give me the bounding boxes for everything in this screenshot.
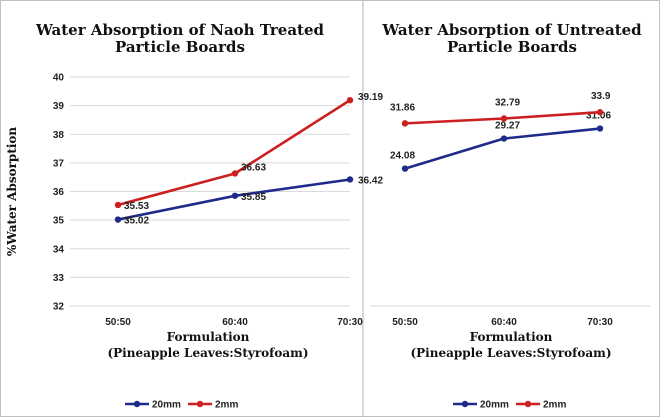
data-point-20mm — [401, 165, 409, 172]
x-axis-title: Formulation — [470, 330, 553, 344]
data-point-2mm — [500, 115, 508, 122]
data-label-20mm: 31.06 — [586, 111, 611, 122]
legend-marker-20mm — [133, 400, 141, 408]
series-line-2mm — [117, 99, 351, 207]
y-tick-label: 34 — [53, 244, 65, 255]
y-tick-label: 37 — [53, 158, 65, 169]
data-label-20mm: 29.27 — [495, 121, 520, 132]
y-tick-label: 40 — [53, 73, 65, 84]
data-label-2mm: 31.86 — [390, 102, 415, 113]
y-tick-label: 35 — [53, 216, 65, 227]
data-point-2mm — [231, 170, 239, 177]
legend-marker-20mm — [461, 400, 469, 408]
data-point-20mm — [114, 216, 122, 223]
chart-title-line: Water Absorption of Naoh Treated — [35, 21, 325, 39]
data-point-20mm — [500, 135, 508, 142]
data-point-20mm — [346, 176, 354, 183]
y-axis-title: %Water Absorption — [5, 127, 19, 257]
legend-label-2mm: 2mm — [543, 400, 566, 411]
data-label-20mm: 35.85 — [241, 192, 266, 203]
y-tick-label: 39 — [53, 101, 65, 112]
data-label-2mm: 32.79 — [495, 98, 520, 109]
chart-title-line: Particle Boards — [447, 38, 577, 56]
x-tick-label: 60:40 — [222, 317, 248, 328]
x-tick-label: 60:40 — [491, 317, 517, 328]
data-point-2mm — [596, 109, 604, 116]
data-label-20mm: 36.42 — [358, 175, 383, 186]
legend-label-20mm: 20mm — [480, 400, 509, 411]
data-point-20mm — [231, 192, 239, 199]
data-label-2mm: 33.9 — [591, 91, 611, 102]
data-label-2mm: 39.19 — [358, 92, 383, 103]
y-tick-label: 38 — [53, 130, 65, 141]
x-axis-subtitle: (Pineapple Leaves:Styrofoam) — [107, 346, 308, 360]
data-point-2mm — [401, 120, 409, 127]
data-point-2mm — [114, 201, 122, 209]
y-tick-label: 32 — [53, 302, 65, 313]
series-line-20mm — [117, 178, 351, 221]
data-label-20mm: 35.02 — [124, 216, 149, 227]
legend-marker-2mm — [524, 400, 532, 408]
legend-label-20mm: 20mm — [152, 400, 181, 411]
x-tick-label: 70:30 — [587, 317, 613, 328]
chart-title-line: Particle Boards — [115, 38, 245, 56]
y-tick-label: 33 — [53, 273, 65, 284]
chart-title-line: Water Absorption of Untreated — [381, 21, 642, 39]
x-axis-title: Formulation — [167, 330, 250, 344]
y-tick-label: 36 — [53, 187, 65, 198]
x-axis-subtitle: (Pineapple Leaves:Styrofoam) — [410, 346, 611, 360]
data-label-20mm: 24.08 — [390, 151, 415, 162]
data-point-20mm — [596, 125, 604, 132]
x-tick-label: 50:50 — [105, 317, 131, 328]
x-tick-label: 50:50 — [392, 317, 418, 328]
series-line-20mm — [404, 127, 601, 170]
data-label-2mm: 36.63 — [241, 162, 266, 173]
data-point-2mm — [346, 96, 354, 104]
legend-marker-2mm — [196, 400, 204, 408]
data-label-2mm: 35.53 — [124, 201, 149, 212]
legend-label-2mm: 2mm — [215, 400, 238, 411]
x-tick-label: 70:30 — [337, 317, 363, 328]
